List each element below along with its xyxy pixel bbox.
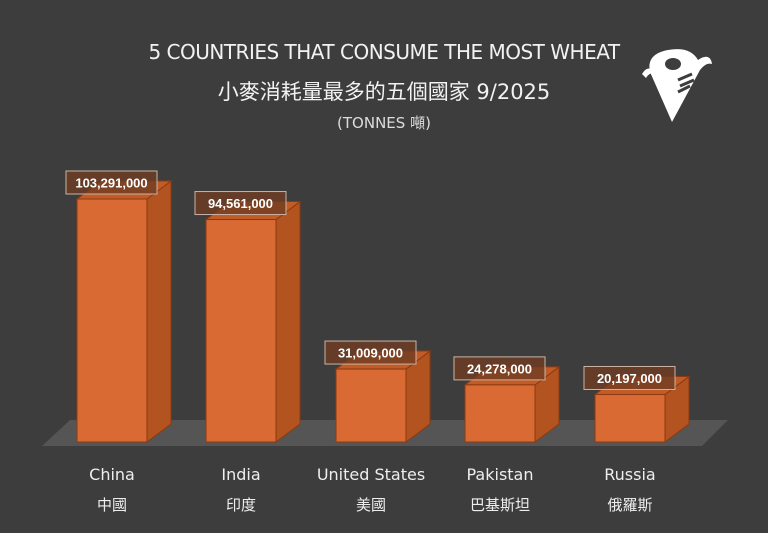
- category-label-zh: 俄羅斯: [607, 496, 652, 514]
- bar-pakistan: 24,278,000 Pakistan 巴基斯坦: [453, 356, 561, 514]
- bar-front: [76, 198, 148, 443]
- chart-title: 5 COUNTRIES THAT CONSUME THE MOST WHEAT: [148, 40, 620, 64]
- spoon-fork-location-pin-icon: [642, 49, 712, 122]
- data-label-box: [65, 170, 158, 195]
- chart-subtitle: 小麥消耗量最多的五個國家 9/2025: [217, 80, 551, 104]
- category-label: India: [221, 465, 260, 484]
- bar-front: [594, 393, 666, 443]
- category-label: Russia: [604, 465, 655, 484]
- bar-front: [464, 384, 536, 443]
- data-label-box: [194, 191, 287, 216]
- bar-china: 103,291,000 China 中國: [65, 170, 173, 514]
- category-label: China: [89, 465, 135, 484]
- category-label-zh: 美國: [356, 496, 386, 514]
- bar-united-states: 31,009,000 United States 美國: [317, 340, 432, 514]
- bar-india: 94,561,000 India 印度: [194, 191, 302, 514]
- category-label: United States: [317, 465, 425, 484]
- bar-front: [335, 368, 407, 443]
- bar-side: [275, 200, 301, 443]
- data-label-box: [324, 340, 417, 365]
- data-label: 20,197,000: [597, 371, 662, 386]
- category-label-zh: 印度: [226, 496, 256, 514]
- data-label-box: [453, 356, 546, 381]
- data-label: 94,561,000: [208, 196, 273, 211]
- category-label-zh: 中國: [97, 496, 127, 514]
- data-label: 103,291,000: [75, 176, 147, 191]
- bar-russia: 20,197,000 Russia 俄羅斯: [583, 365, 691, 514]
- data-label-box: [583, 365, 676, 390]
- category-label-zh: 巴基斯坦: [470, 496, 530, 514]
- unit-label: (TONNES 噸): [337, 114, 431, 132]
- data-label: 24,278,000: [467, 361, 532, 376]
- bar-front: [205, 219, 277, 443]
- bar-side: [146, 180, 172, 443]
- data-label: 31,009,000: [338, 346, 403, 361]
- category-label: Pakistan: [467, 465, 534, 484]
